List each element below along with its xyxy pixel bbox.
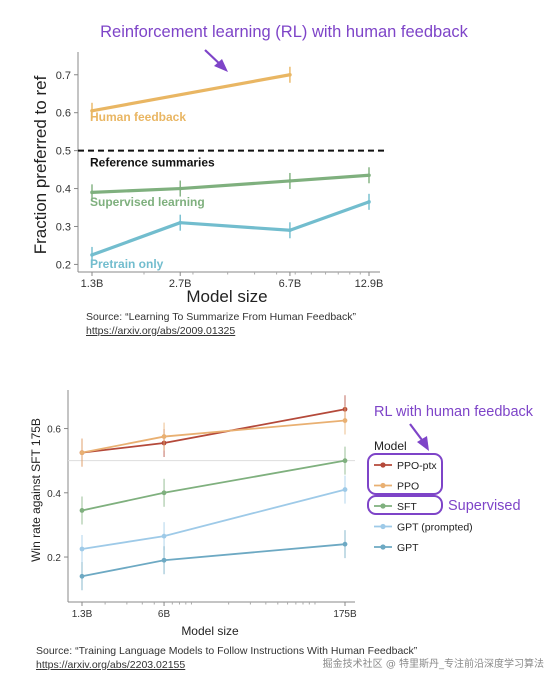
chart1-y-tick-label: 0.6 xyxy=(56,108,71,120)
chart2-y-tick-label: 0.4 xyxy=(47,489,61,500)
chart1-y-tick-label: 0.3 xyxy=(56,221,71,233)
chart2-x-tick-label: 6B xyxy=(158,609,171,620)
chart2-y-tick-label: 0.2 xyxy=(47,553,61,564)
chart1-reference: Reference summaries xyxy=(78,149,384,170)
chart1-series xyxy=(90,66,371,263)
chart2-point-ppo xyxy=(161,434,167,439)
chart2-point-gpt xyxy=(79,573,85,579)
chart2-line-gpt xyxy=(81,543,346,578)
chart1-point-supervised-learning xyxy=(288,179,292,183)
chart1-x-tick-label: 2.7B xyxy=(169,278,192,290)
source-bottom: Source: “Training Language Models to Fol… xyxy=(36,644,417,672)
chart1-label-pretrain-only: Pretrain only xyxy=(90,257,164,271)
chart2-line-sft xyxy=(81,459,346,512)
chart2-legend-label-ppo-ptx: PPO-ptx xyxy=(397,460,437,472)
chart1-reference-label: Reference summaries xyxy=(90,156,215,170)
chart2-point-gpt xyxy=(342,541,348,547)
annotation-rl-arrow xyxy=(409,423,429,451)
chart1-point-supervised-learning xyxy=(90,190,94,195)
chart1-line-supervised-learning xyxy=(91,173,370,194)
chart1-y-tick-label: 0.5 xyxy=(56,146,71,158)
chart2-line-gpt-prompted xyxy=(81,488,346,550)
chart2-x-axis-label: Model size xyxy=(181,624,239,638)
chart1-point-human-feedback xyxy=(288,72,292,77)
source-top-title: Source: “Learning To Summarize From Huma… xyxy=(86,311,357,323)
legend-box-supervised xyxy=(367,495,443,515)
watermark: 掘金技术社区 @ 特里斯丹_专注前沿深度学习算法 xyxy=(322,659,544,670)
chart2-point-sft xyxy=(342,458,348,464)
chart2-legend-marker-ppo-ptx xyxy=(380,462,386,468)
chart1-point-pretrain-only xyxy=(367,200,371,204)
chart1-point-pretrain-only xyxy=(90,253,94,257)
chart2-legend-label-gpt: GPT xyxy=(397,542,419,554)
chart2-legend-marker-sft xyxy=(380,503,386,509)
chart2-series xyxy=(79,395,348,591)
chart2-legend-label-ppo: PPO xyxy=(397,481,419,493)
chart1-series-labels: Human feedback Supervised learning Pretrai… xyxy=(90,110,205,271)
chart1-point-human-feedback xyxy=(90,108,94,113)
chart1-y-tick-label: 0.4 xyxy=(56,184,71,196)
chart1-point-supervised-learning xyxy=(367,173,371,178)
source-top: Source: “Learning To Summarize From Huma… xyxy=(86,310,356,338)
chart1-point-supervised-learning xyxy=(178,186,183,191)
chart2-point-ppo xyxy=(79,450,85,456)
chart1-label-supervised-learning: Supervised learning xyxy=(90,195,205,209)
annotation-supervised: Supervised xyxy=(448,498,521,514)
chart1-label-human-feedback: Human feedback xyxy=(90,110,186,124)
chart1-x-tick-label: 12.9B xyxy=(355,278,384,290)
chart1-point-pretrain-only xyxy=(288,228,292,233)
chart1-x-tick-label: 6.7B xyxy=(279,278,302,290)
chart2-point-gpt-prompted xyxy=(79,546,85,552)
chart2-point-sft xyxy=(161,490,167,496)
chart1-title: Reinforcement learning (RL) with human f… xyxy=(100,23,469,41)
source-bottom-link[interactable]: https://arxiv.org/abs/2203.02155 xyxy=(36,659,186,671)
instruction-chart: 0.2 0.4 0.6 1.3B 6B 175B Model PPO-ptx PPO SFT GP… xyxy=(29,390,534,638)
chart1-y-tick-label: 0.7 xyxy=(56,70,71,82)
chart1-x-tick-label: 1.3B xyxy=(81,278,104,290)
annotation-rl: RL with human feedback xyxy=(374,404,534,420)
chart2-legend-marker-gpt xyxy=(380,544,386,550)
chart2-legend-marker-ppo xyxy=(380,482,386,489)
chart1-y-axis-label: Fraction preferred to ref xyxy=(31,75,50,254)
chart1-line-pretrain-only xyxy=(91,200,370,257)
chart2-axes: 0.2 0.4 0.6 1.3B 6B 175B xyxy=(47,390,357,620)
chart2-legend-marker-gpt-prompted xyxy=(380,523,386,530)
chart1-line-human-feedback xyxy=(91,73,291,113)
legend-box-rl xyxy=(367,453,443,495)
chart2-legend-label-sft: SFT xyxy=(397,501,417,513)
chart2-y-axis-label: Win rate against SFT 175B xyxy=(29,418,43,562)
chart2-point-gpt-prompted xyxy=(161,533,167,539)
chart1-y-tick-label: 0.2 xyxy=(56,259,71,271)
chart2-legend-title: Model xyxy=(374,439,407,453)
source-bottom-title: Source: “Training Language Models to Fol… xyxy=(36,645,418,657)
chart2-line-ppo-ptx xyxy=(81,408,346,454)
chart2-point-ppo xyxy=(342,418,348,423)
chart1-axes: 0.2 0.3 0.4 0.5 0.6 0.7 1.3B 2.7B 6.7B 12.9B xyxy=(56,52,384,290)
chart1-title-arrow xyxy=(204,49,228,72)
chart2-x-tick-label: 1.3B xyxy=(72,609,93,620)
chart2-legend-label-gpt-prompted: GPT (prompted) xyxy=(397,522,473,534)
chart2-point-gpt xyxy=(161,557,167,563)
chart2-point-gpt-prompted xyxy=(342,487,348,492)
chart1-x-axis-label: Model size xyxy=(186,287,267,306)
chart2-legend: Model PPO-ptx PPO SFT GPT (prompted) GPT xyxy=(374,439,473,554)
source-top-link[interactable]: https://arxiv.org/abs/2009.01325 xyxy=(86,325,236,337)
chart1-point-pretrain-only xyxy=(178,220,183,225)
summarization-chart: Reinforcement learning (RL) with human f… xyxy=(31,23,469,306)
chart2-y-tick-label: 0.6 xyxy=(47,425,61,436)
chart2-x-tick-label: 175B xyxy=(333,609,357,620)
chart2-point-sft xyxy=(79,508,85,513)
